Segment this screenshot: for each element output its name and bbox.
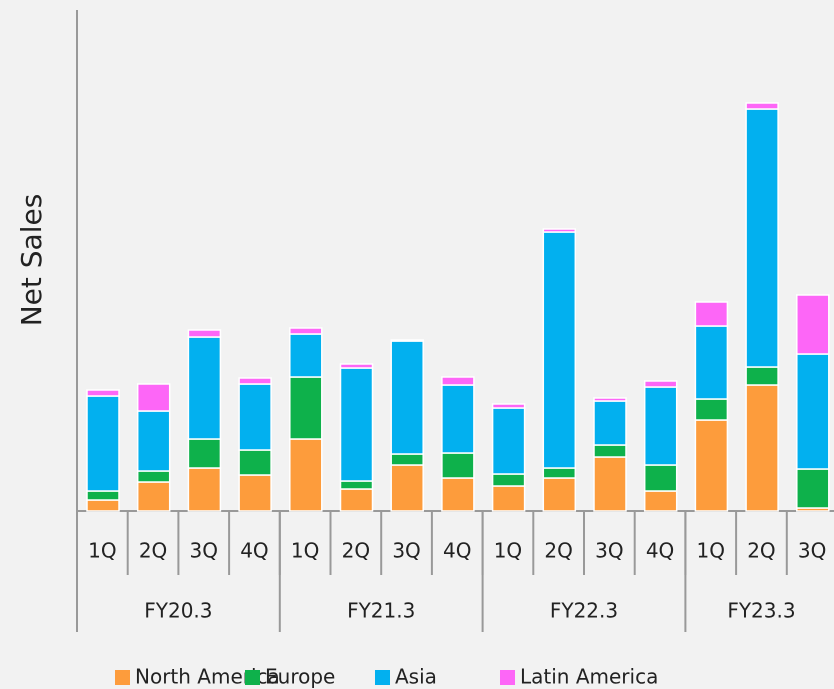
legend-label: Europe xyxy=(265,665,335,689)
legend-swatch xyxy=(115,670,130,685)
bar-segment xyxy=(542,467,577,479)
legend-swatch xyxy=(245,670,260,685)
x-tick-label: 4Q xyxy=(443,539,471,563)
x-tick-label: 2Q xyxy=(544,539,572,563)
bar-segment xyxy=(86,499,120,512)
bar-segment xyxy=(289,333,323,378)
bar-segment xyxy=(542,231,577,469)
bar-segment xyxy=(187,438,222,469)
bar-segment xyxy=(745,384,779,512)
bar-segment xyxy=(694,398,729,421)
bar-segment xyxy=(187,336,222,440)
bar-segment xyxy=(86,490,120,501)
bar-segment xyxy=(136,481,171,512)
bar-segment xyxy=(441,477,475,512)
bar-segment xyxy=(441,384,475,454)
bar-segment xyxy=(643,464,678,492)
x-tick-label: 4Q xyxy=(646,539,674,563)
bar-segment xyxy=(339,480,374,490)
x-tick-label: 2Q xyxy=(139,539,167,563)
bar-segment xyxy=(238,377,272,385)
bar-segment xyxy=(238,474,272,512)
y-axis-title: Net Sales xyxy=(15,194,48,327)
x-tick-label: 3Q xyxy=(798,539,826,563)
legend-swatch xyxy=(500,670,515,685)
bar-segment xyxy=(187,467,222,512)
bar-segment xyxy=(339,363,374,369)
group-label: FY22.3 xyxy=(550,599,618,623)
x-tick-label: 4Q xyxy=(240,539,268,563)
group-label: FY23.3 xyxy=(727,599,795,623)
bar-segment xyxy=(643,490,678,512)
bar-segment xyxy=(491,473,526,487)
x-tick-label: 1Q xyxy=(88,539,116,563)
legend-label: Latin America xyxy=(520,665,658,689)
x-tick-label: 3Q xyxy=(595,539,623,563)
bar-segment xyxy=(796,468,830,509)
bar-segment xyxy=(441,452,475,479)
bar-segment xyxy=(745,108,779,368)
legend-label: Asia xyxy=(395,665,437,689)
bar-segment xyxy=(694,419,729,512)
bar-segment xyxy=(745,366,779,386)
group-label: FY21.3 xyxy=(347,599,415,623)
x-tick-label: 1Q xyxy=(291,539,319,563)
bar-segment xyxy=(187,329,222,338)
bar-segment xyxy=(136,470,171,483)
x-tick-label: 3Q xyxy=(190,539,218,563)
bar-segment xyxy=(745,102,779,110)
bar-segment xyxy=(289,438,323,512)
bar-segment xyxy=(390,339,424,342)
x-tick-label: 1Q xyxy=(494,539,522,563)
bar-segment xyxy=(542,477,577,512)
bar-segment xyxy=(694,301,729,327)
x-tick-label: 3Q xyxy=(392,539,420,563)
bar-segment xyxy=(491,485,526,512)
x-tick-label: 1Q xyxy=(697,539,725,563)
bar-segment xyxy=(796,294,830,355)
bar-segment xyxy=(796,353,830,470)
bar-segment xyxy=(136,410,171,472)
bar-segment xyxy=(542,228,577,233)
bar-segment xyxy=(238,383,272,451)
bar-segment xyxy=(593,444,627,458)
bar-segment xyxy=(593,456,627,512)
bar-segment xyxy=(643,386,678,466)
x-tick-label: 2Q xyxy=(342,539,370,563)
bar-segment xyxy=(491,407,526,475)
legend-swatch xyxy=(375,670,390,685)
bar-segment xyxy=(390,464,424,512)
bar-segment xyxy=(491,403,526,409)
bar-segment xyxy=(390,453,424,466)
bar-segment xyxy=(86,395,120,492)
bar-segment xyxy=(339,488,374,512)
bar-segment xyxy=(238,449,272,476)
bar-segment xyxy=(289,376,323,440)
bar-segment xyxy=(289,327,323,335)
bar-segment xyxy=(643,380,678,388)
x-tick-label: 2Q xyxy=(747,539,775,563)
bar-segment xyxy=(441,376,475,386)
bar-segment xyxy=(390,340,424,455)
bar-segment xyxy=(86,389,120,397)
bar-segment xyxy=(339,367,374,482)
group-label: FY20.3 xyxy=(144,599,212,623)
bar-segment xyxy=(593,397,627,402)
bar-segment xyxy=(694,325,729,400)
bar-segment xyxy=(136,383,171,412)
bar-segment xyxy=(593,400,627,446)
